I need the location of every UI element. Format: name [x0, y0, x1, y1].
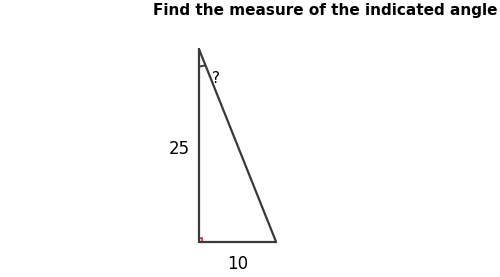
Text: Find the measure of the indicated angle to the nearest degree.: Find the measure of the indicated angle …: [153, 3, 500, 18]
Text: ?: ?: [212, 71, 220, 86]
Text: 25: 25: [169, 140, 190, 158]
Text: 10: 10: [227, 255, 248, 273]
Bar: [199, 238, 202, 242]
